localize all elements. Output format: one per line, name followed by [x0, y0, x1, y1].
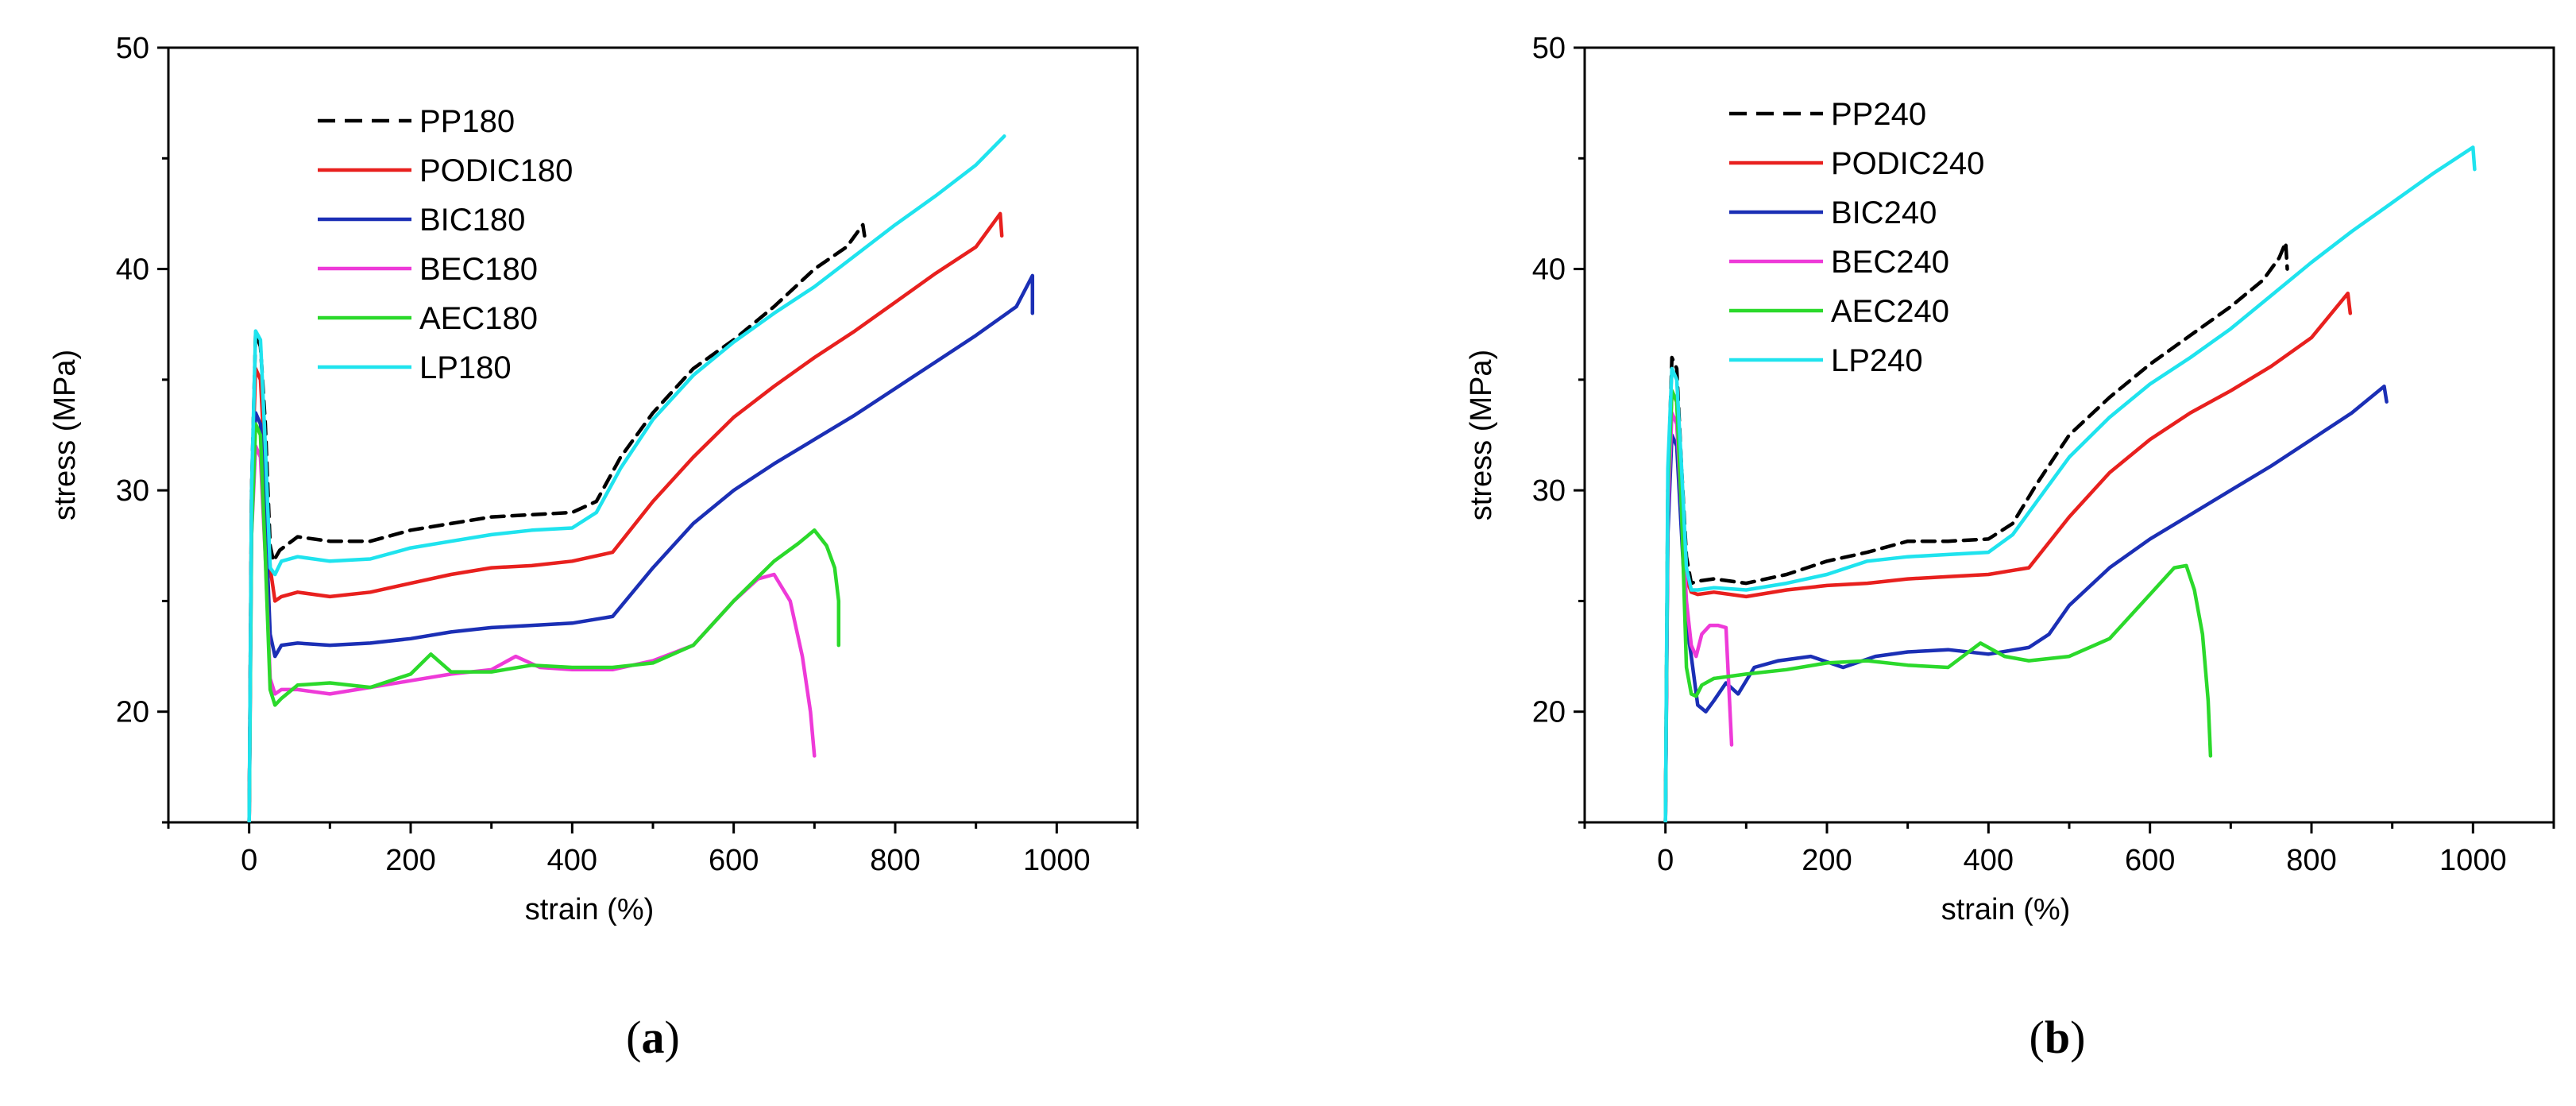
- x-tick-label: 600: [2125, 844, 2175, 877]
- y-axis-label: stress (MPa): [48, 350, 82, 520]
- series-line-bec180: [247, 444, 817, 822]
- legend-label-pp180: PP180: [419, 104, 515, 139]
- series-line-podic240: [1663, 291, 2353, 822]
- legend-label-podic180: PODIC180: [419, 153, 573, 188]
- series-line-bec240: [1663, 411, 1734, 822]
- x-tick-label: 0: [1657, 844, 1674, 877]
- series-line-bic180: [247, 273, 1035, 822]
- x-tick-label: 1000: [2439, 844, 2507, 877]
- y-tick-label: 50: [116, 32, 149, 65]
- series-line-pp240: [1663, 240, 2289, 822]
- panel-label: (b): [2030, 1011, 2086, 1063]
- series-group: [247, 134, 1035, 822]
- legend-label-pp240: PP240: [1831, 97, 1926, 132]
- x-tick-label: 400: [547, 844, 597, 877]
- series-line-podic180: [247, 211, 1004, 822]
- x-tick-label: 1000: [1023, 844, 1091, 877]
- y-tick-label: 40: [1532, 253, 1566, 287]
- series-line-lp180: [247, 134, 1006, 822]
- y-tick-label: 20: [116, 696, 149, 729]
- legend-label-bic240: BIC240: [1831, 195, 1937, 230]
- x-tick-label: 800: [2286, 844, 2336, 877]
- legend-label-aec180: AEC180: [419, 301, 538, 336]
- x-tick-label: 600: [709, 844, 759, 877]
- y-tick-label: 30: [116, 474, 149, 508]
- y-tick-label: 40: [116, 253, 149, 287]
- legend-label-lp180: LP180: [419, 350, 512, 385]
- series-line-aec240: [1663, 389, 2213, 822]
- panel-a-chart: 0 200 400 600 800 1000 20 30 40 50 strain (%) stres…: [48, 32, 1139, 1063]
- legend-label-bec180: BEC180: [419, 252, 538, 287]
- series-group: [1663, 145, 2477, 822]
- legend-label-bec240: BEC240: [1831, 245, 1949, 280]
- legend-label-podic240: PODIC240: [1831, 146, 1984, 181]
- panel-label: (a): [626, 1011, 680, 1063]
- x-tick-label: 200: [385, 844, 435, 877]
- x-tick-label: 800: [870, 844, 920, 877]
- plot-frame: [167, 46, 1139, 824]
- legend-label-lp240: LP240: [1831, 343, 1923, 378]
- x-axis-label: strain (%): [1941, 893, 2071, 926]
- y-tick-label: 30: [1532, 474, 1566, 508]
- x-axis-label: strain (%): [525, 893, 655, 926]
- x-tick-label: 400: [1964, 844, 2014, 877]
- y-axis-label: stress (MPa): [1465, 350, 1498, 520]
- x-tick-label: 200: [1802, 844, 1852, 877]
- series-line-bic240: [1663, 384, 2389, 822]
- series-line-lp240: [1663, 145, 2477, 822]
- y-tick-label: 20: [1532, 696, 1566, 729]
- panel-b-chart: 0 200 400 600 800 1000 20 30 40 50 strain (%) stres…: [1465, 32, 2555, 1063]
- series-line-aec180: [247, 422, 841, 822]
- x-tick-label: 0: [241, 844, 257, 877]
- y-tick-label: 50: [1532, 32, 1566, 65]
- legend-label-aec240: AEC240: [1831, 294, 1949, 329]
- legend-label-bic180: BIC180: [419, 203, 525, 238]
